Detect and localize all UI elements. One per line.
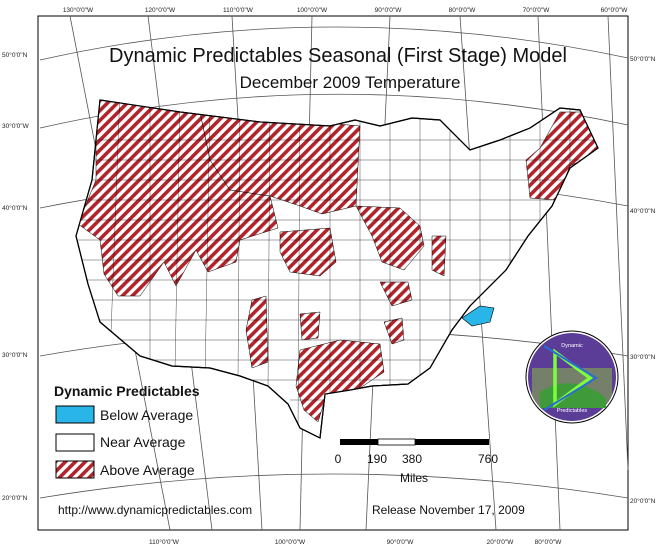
legend-label-near: Near Average bbox=[100, 434, 186, 450]
coord-left-2: 30°0'0"W bbox=[2, 122, 30, 130]
region-great-lakes bbox=[431, 235, 447, 277]
below-average-region bbox=[461, 305, 495, 327]
logo-bottom-text: Predictables bbox=[557, 408, 588, 414]
coord-labels-bottom: 110°0'0"W 100°0'0"W 90°0'0"W 20°0'0"W 80… bbox=[149, 538, 562, 546]
coord-labels-right: 50°0'0"N 40°0'0"N 30°0'0"N 20°0'0"N bbox=[630, 55, 656, 505]
coord-top-4: 100°0'0"W bbox=[297, 6, 328, 14]
coord-labels-top: 130°0'0"W 120°0'0"W 110°0'0"W 100°0'0"W … bbox=[63, 6, 628, 14]
coord-bottom-5: 80°0'0"W bbox=[535, 538, 563, 546]
us-outline bbox=[75, 99, 599, 439]
coord-labels-left: 50°0'0"N 30°0'0"W 40°0'0"N 30°0'0"N 20°0… bbox=[2, 51, 30, 502]
coord-right-3: 30°0'0"N bbox=[630, 353, 656, 361]
scale-tick-0: 0 bbox=[335, 452, 342, 466]
scale-tick-190: 190 bbox=[367, 452, 387, 466]
coord-top-5: 90°0'0"W bbox=[375, 6, 403, 14]
legend-swatch-above bbox=[55, 460, 95, 479]
map-subtitle: December 2009 Temperature bbox=[240, 73, 461, 92]
region-new-mexico bbox=[245, 295, 269, 369]
legend-swatch-near bbox=[55, 433, 95, 452]
scale-tick-380: 380 bbox=[402, 452, 422, 466]
map-title: Dynamic Predictables Seasonal (First Sta… bbox=[109, 45, 567, 67]
release-date: Release November 17, 2009 bbox=[372, 503, 525, 517]
coord-top-3: 110°0'0"W bbox=[223, 6, 254, 14]
coord-top-2: 120°0'0"W bbox=[145, 6, 176, 14]
scale-unit: Miles bbox=[400, 471, 428, 485]
coord-right-1: 50°0'0"N bbox=[630, 55, 656, 63]
coord-right-2: 40°0'0"N bbox=[630, 207, 656, 215]
coord-left-4: 30°0'0"N bbox=[2, 351, 28, 359]
scale-tick-760: 760 bbox=[478, 452, 498, 466]
coord-right-4: 20°0'0"N bbox=[630, 497, 656, 505]
region-west-texas bbox=[299, 311, 321, 341]
coord-left-1: 50°0'0"N bbox=[2, 51, 28, 59]
scale-bar: 0 190 380 760 Miles bbox=[335, 438, 498, 485]
coord-top-1: 130°0'0"W bbox=[63, 6, 94, 14]
legend-title: Dynamic Predictables bbox=[54, 383, 200, 399]
coord-bottom-4: 20°0'0"W bbox=[487, 538, 515, 546]
logo-top-text: Dynamic bbox=[561, 343, 583, 349]
coord-bottom-2: 100°0'0"W bbox=[275, 538, 306, 546]
region-northern-plains bbox=[199, 111, 361, 215]
coord-bottom-3: 90°0'0"W bbox=[387, 538, 415, 546]
coord-top-8: 60°0'0"W bbox=[601, 6, 629, 14]
legend: Dynamic Predictables Below Average Near … bbox=[54, 383, 200, 479]
legend-label-below: Below Average bbox=[100, 407, 193, 423]
legend-label-above: Above Average bbox=[100, 462, 195, 478]
coord-bottom-1: 110°0'0"W bbox=[149, 538, 180, 546]
above-average-regions bbox=[77, 100, 598, 423]
legend-swatch-below bbox=[55, 405, 95, 424]
coord-left-5: 20°0'0"N bbox=[2, 494, 28, 502]
dynamic-predictables-logo: Dynamic Predictables bbox=[525, 330, 619, 424]
website-url: http://www.dynamicpredictables.com bbox=[58, 503, 252, 517]
coord-top-7: 70°0'0"W bbox=[523, 6, 551, 14]
coord-top-6: 80°0'0"W bbox=[449, 6, 477, 14]
coord-left-3: 40°0'0"N bbox=[2, 204, 28, 212]
region-central-plains bbox=[279, 227, 337, 277]
